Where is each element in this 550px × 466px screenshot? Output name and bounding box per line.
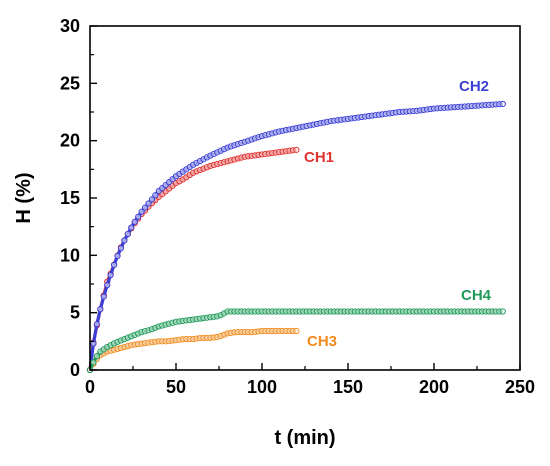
- data-point: [152, 192, 159, 199]
- series-label-ch2: CH2: [459, 78, 489, 95]
- y-tick-label: 5: [70, 303, 80, 323]
- data-point: [93, 353, 100, 360]
- data-point: [90, 359, 97, 366]
- series-ch4: [86, 308, 506, 374]
- data-point: [124, 230, 131, 238]
- data-point: [97, 306, 104, 313]
- x-tick-label: 0: [85, 377, 95, 397]
- y-tick-label: 25: [60, 73, 80, 93]
- data-point: [121, 237, 128, 244]
- data-point: [114, 252, 121, 260]
- x-tick-label: 200: [419, 377, 449, 397]
- data-point: [107, 271, 114, 279]
- series-labels-layer: CH1 CH2 CH3 CH4: [304, 78, 492, 350]
- data-point: [104, 282, 111, 289]
- series-ch2: [86, 100, 506, 374]
- y-tick-label: 30: [60, 16, 80, 36]
- series-label-ch3: CH3: [307, 333, 337, 350]
- series-label-ch1: CH1: [304, 149, 334, 166]
- data-point: [293, 327, 300, 335]
- x-tick-label: 250: [505, 377, 535, 397]
- x-tick-label: 150: [333, 377, 363, 397]
- series-layer: [86, 100, 506, 374]
- y-tick-label: 0: [70, 360, 80, 380]
- axes-layer: 0 50 100 150 200 250 0 5 10 15 20 25 30: [60, 16, 535, 397]
- data-point: [141, 204, 149, 211]
- y-tick-label: 20: [60, 131, 80, 151]
- series-label-ch4: CH4: [461, 287, 492, 304]
- data-point: [145, 200, 152, 207]
- data-point: [499, 308, 506, 315]
- x-tick-label: 50: [166, 377, 186, 397]
- data-point: [117, 245, 125, 252]
- data-point: [293, 146, 300, 153]
- data-point: [138, 208, 145, 215]
- data-point: [148, 196, 156, 203]
- data-point: [110, 261, 118, 269]
- y-tick-label: 10: [60, 245, 80, 265]
- x-axis-title: t (min): [274, 427, 335, 449]
- data-point: [100, 293, 107, 300]
- series-ch3: [86, 327, 300, 374]
- x-tick-label: 100: [247, 377, 277, 397]
- data-point: [499, 100, 506, 108]
- data-point: [135, 213, 142, 220]
- data-point: [93, 321, 100, 328]
- data-point: [131, 218, 138, 225]
- y-tick-label: 15: [60, 188, 80, 208]
- y-axis-title: H (%): [13, 172, 35, 223]
- data-point: [128, 224, 135, 231]
